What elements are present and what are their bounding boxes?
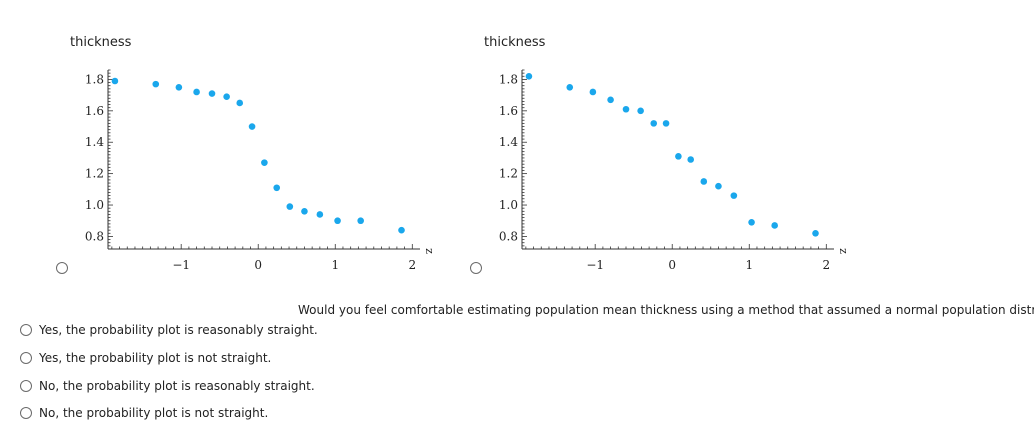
option-yes-not-straight[interactable]: Yes, the probability plot is not straigh… (20, 351, 271, 365)
data-point (357, 217, 364, 225)
y-axis-title: thickness (70, 35, 132, 50)
option-label: Yes, the probability plot is reasonably … (39, 323, 318, 337)
y-tick-label: 1.0 (499, 198, 518, 212)
option-radio[interactable] (20, 380, 32, 392)
x-tick-label: 2 (408, 258, 416, 272)
x-tick-label: 0 (254, 258, 262, 272)
data-point (193, 88, 200, 96)
data-point (525, 72, 533, 80)
data-point (334, 217, 341, 225)
data-point (175, 83, 183, 91)
y-tick-label: 1.8 (85, 72, 104, 86)
y-tick-label: 1.2 (85, 167, 104, 181)
y-tick-label: 1.6 (85, 104, 104, 118)
option-label: Yes, the probability plot is not straigh… (39, 351, 272, 365)
data-point (771, 222, 778, 229)
x-axis-label: z (837, 248, 850, 254)
x-tick-label: 1 (745, 258, 753, 272)
data-point (730, 192, 738, 199)
y-tick-label: 1.4 (85, 135, 104, 149)
data-point (223, 93, 230, 100)
option-radio[interactable] (20, 324, 32, 336)
data-point (111, 77, 119, 85)
data-point (650, 120, 658, 127)
data-point (261, 159, 268, 166)
data-point (248, 123, 256, 130)
y-tick-label: 1.8 (499, 72, 518, 86)
data-point (622, 105, 630, 113)
data-point (208, 90, 216, 97)
x-tick-label: 0 (668, 258, 676, 272)
option-no-not-straight[interactable]: No, the probability plot is not straight… (20, 406, 268, 420)
option-label: No, the probability plot is reasonably s… (39, 379, 315, 393)
option-label: No, the probability plot is not straight… (39, 406, 269, 420)
data-point (589, 88, 597, 96)
data-point (301, 208, 308, 215)
data-point (286, 203, 294, 210)
data-point (607, 96, 614, 104)
data-point (700, 178, 708, 185)
x-tick-label: −1 (586, 258, 604, 272)
y-tick-label: 0.8 (85, 229, 104, 243)
data-point (637, 107, 644, 115)
data-point (715, 182, 722, 190)
data-point (662, 120, 670, 127)
y-tick-label: 1.6 (499, 104, 518, 118)
x-tick-label: 2 (822, 258, 830, 272)
data-point (748, 219, 755, 226)
probability-plot-2: thickness 0.8 1.0 1.2 1.4 1.6 1.8 −1 0 1 2 z (484, 35, 850, 272)
data-point (566, 83, 574, 91)
x-tick-label: 1 (331, 258, 339, 272)
data-point (812, 229, 819, 237)
question-text: Would you feel comfortable estimating po… (298, 303, 1034, 317)
y-tick-label: 1.0 (85, 198, 104, 212)
y-axis-title: thickness (484, 35, 546, 50)
y-tick-label: 1.2 (499, 167, 518, 181)
y-tick-label: 1.4 (499, 135, 518, 149)
data-point (398, 226, 405, 234)
plot-choice-radio-1[interactable] (56, 262, 68, 274)
data-point (236, 99, 244, 107)
data-point (152, 80, 160, 88)
y-tick-label: 0.8 (499, 229, 518, 243)
probability-plot-1: thickness 0.8 1.0 1.2 1.4 1.6 1.8 −1 0 1 2 z (70, 35, 436, 272)
option-radio[interactable] (20, 352, 32, 364)
data-point (316, 211, 324, 218)
data-point (687, 156, 695, 163)
data-point (675, 153, 682, 160)
option-yes-straight[interactable]: Yes, the probability plot is reasonably … (20, 323, 318, 337)
x-tick-label: −1 (172, 258, 190, 272)
option-radio[interactable] (20, 407, 32, 419)
option-no-straight[interactable]: No, the probability plot is reasonably s… (20, 379, 315, 393)
data-point (273, 184, 281, 192)
plot-choice-radio-2[interactable] (470, 262, 482, 274)
x-axis-label: z (423, 248, 436, 254)
